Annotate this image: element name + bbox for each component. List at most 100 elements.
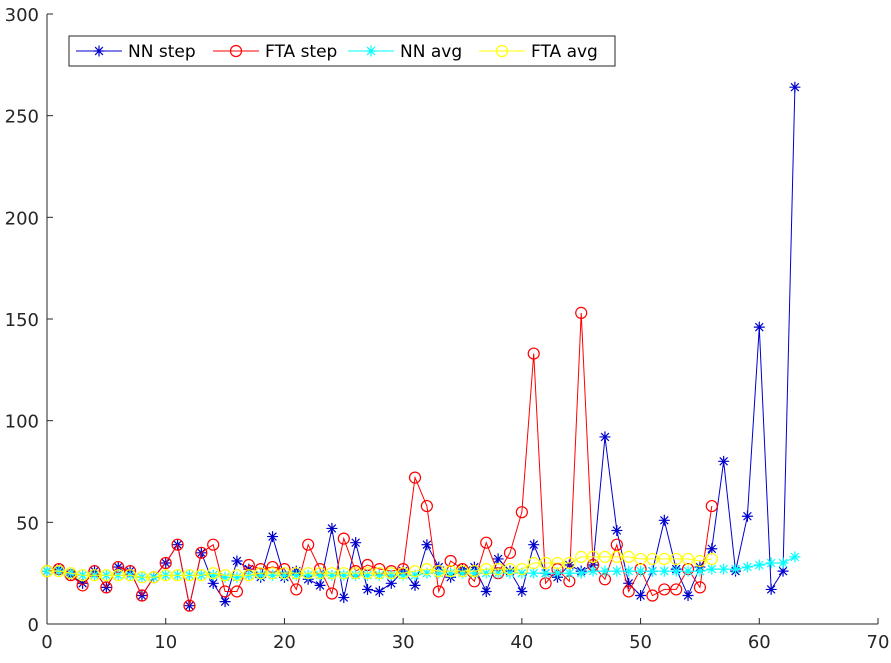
data-point-fta-step (325, 587, 339, 600)
data-point-fta-step (527, 347, 540, 360)
data-point-nn-step (635, 590, 647, 602)
data-point-nn-avg (551, 567, 563, 579)
data-point-nn-avg (694, 565, 706, 577)
data-point-fta-step (135, 589, 149, 602)
data-point-fta-avg (563, 556, 576, 570)
data-point-nn-avg (255, 569, 267, 581)
data-point-fta-avg (40, 565, 54, 578)
data-point-fta-avg (693, 554, 707, 568)
legend-marker-nn-step (93, 45, 105, 57)
data-point-nn-avg (587, 565, 599, 577)
data-point-nn-step (385, 577, 397, 589)
data-point-fta-step (302, 538, 315, 551)
data-point-nn-avg (658, 565, 670, 577)
data-point-fta-step (515, 506, 528, 519)
data-point-nn-step (267, 531, 279, 543)
x-tick-label: 60 (748, 632, 771, 653)
data-point-fta-avg (551, 556, 564, 570)
data-point-fta-avg (302, 567, 315, 580)
data-point-nn-step (658, 514, 670, 526)
data-point-nn-step (421, 539, 433, 551)
data-point-fta-avg (207, 567, 220, 580)
data-point-nn-avg (385, 569, 397, 581)
y-tick-label: 50 (16, 513, 39, 534)
data-point-fta-avg (76, 569, 89, 582)
data-point-nn-step (741, 510, 753, 522)
legend-marker-nn-avg (365, 45, 377, 57)
data-point-nn-avg (326, 569, 338, 581)
data-point-nn-step (753, 321, 765, 333)
data-point-fta-avg (515, 562, 528, 576)
data-point-fta-avg (397, 567, 410, 580)
data-point-nn-avg (362, 569, 374, 581)
data-point-fta-step (159, 556, 172, 570)
data-point-nn-avg (646, 565, 658, 577)
data-point-nn-step (623, 577, 635, 589)
x-tick-label: 0 (41, 632, 52, 653)
data-point-nn-step (409, 579, 421, 591)
data-point-nn-step (338, 592, 350, 604)
data-point-fta-avg (337, 567, 350, 580)
data-point-nn-avg (599, 565, 611, 577)
data-point-nn-step (433, 561, 445, 573)
data-point-nn-avg (682, 565, 694, 577)
data-point-fta-avg (598, 550, 612, 564)
data-point-fta-avg (468, 565, 481, 578)
data-point-nn-avg (730, 563, 742, 575)
data-point-nn-step (326, 522, 338, 534)
data-point-fta-step (337, 532, 350, 545)
data-point-fta-step (195, 546, 208, 559)
plot-area (40, 81, 801, 612)
x-tick-label: 40 (510, 632, 533, 653)
data-point-fta-avg (361, 567, 374, 580)
data-point-fta-step (171, 538, 184, 551)
data-point-nn-avg (278, 569, 290, 581)
data-point-fta-step (480, 536, 493, 549)
y-tick-label: 0 (28, 615, 39, 636)
x-tick-label: 70 (867, 632, 890, 653)
data-point-fta-step (503, 546, 517, 559)
legend-label-fta-avg: FTA avg (531, 42, 598, 62)
data-point-fta-avg (171, 569, 184, 582)
data-point-fta-avg (420, 562, 433, 576)
data-point-fta-avg (681, 552, 695, 566)
data-point-nn-step (682, 590, 694, 602)
x-tick-label: 20 (273, 632, 296, 653)
legend-label-nn-step: NN step (128, 42, 196, 62)
data-point-nn-avg (480, 567, 492, 579)
data-point-fta-avg (64, 567, 77, 580)
data-point-nn-step (231, 555, 243, 567)
data-point-fta-avg (658, 552, 671, 566)
data-point-nn-avg (457, 567, 468, 579)
data-point-fta-avg (325, 567, 339, 580)
data-point-nn-step (516, 585, 528, 597)
data-point-fta-avg (254, 567, 267, 580)
data-point-nn-avg (540, 567, 552, 579)
data-point-fta-avg (147, 571, 160, 584)
data-point-nn-avg (575, 567, 587, 579)
data-point-nn-avg (741, 561, 753, 573)
data-point-nn-step (468, 561, 480, 573)
data-point-fta-avg (705, 552, 718, 566)
data-point-fta-avg (124, 569, 137, 582)
data-point-fta-avg (575, 550, 588, 564)
data-point-nn-avg (445, 567, 457, 579)
data-point-nn-step (718, 455, 730, 467)
data-point-fta-avg (349, 567, 362, 580)
data-point-fta-avg (278, 567, 291, 580)
data-point-fta-avg (456, 565, 469, 578)
data-point-fta-step (575, 306, 588, 319)
data-point-fta-avg (88, 569, 101, 582)
data-point-nn-step (77, 577, 89, 589)
data-point-nn-avg (267, 569, 279, 581)
data-point-fta-avg (52, 565, 65, 578)
legend-label-nn-avg: NN avg (400, 42, 462, 62)
data-point-nn-avg (421, 567, 433, 579)
data-point-fta-avg (218, 569, 232, 582)
data-point-fta-avg (159, 569, 172, 582)
data-point-fta-avg (242, 569, 255, 582)
data-point-nn-avg (563, 567, 575, 579)
data-point-nn-avg (373, 569, 385, 581)
x-tick-label: 50 (629, 632, 652, 653)
